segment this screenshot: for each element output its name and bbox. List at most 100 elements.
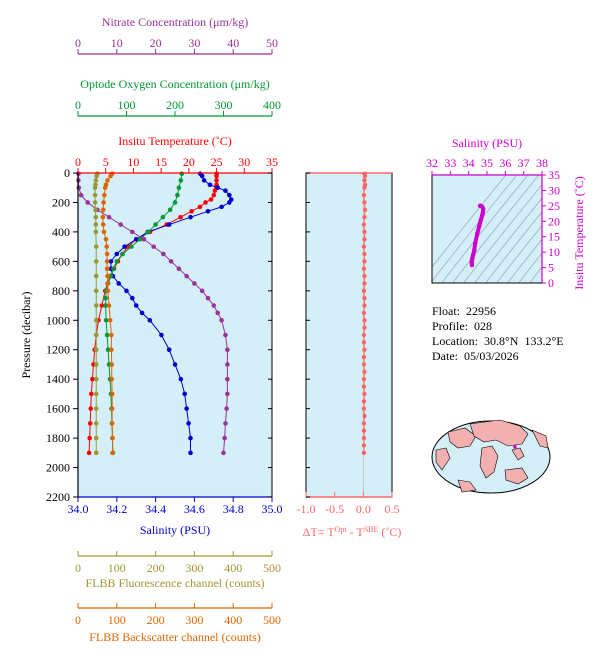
salinity-tick-label: 34.0	[68, 502, 89, 516]
nitrate-axis-title: Nitrate Concentration (μm/kg)	[102, 15, 248, 29]
oxygen-point	[103, 317, 109, 323]
ts-salinity-tick-label: 37	[518, 156, 530, 170]
nitrate-point	[223, 332, 228, 338]
fluorescence-point	[93, 435, 99, 441]
ts-salinity-tick-label: 34	[463, 156, 475, 170]
delta-t-plot-area	[306, 173, 392, 497]
backscatter-point	[101, 200, 106, 205]
salinity-point	[133, 303, 139, 308]
density-contour	[441, 175, 529, 283]
backscatter-point	[110, 435, 115, 441]
ts-temperature-tick-label: 20	[548, 214, 560, 228]
delta-t-point	[362, 259, 367, 264]
temperature-tick-label: 10	[127, 155, 139, 169]
delta-t-point	[361, 443, 367, 448]
temperature-point	[211, 192, 217, 198]
fluorescence-point	[93, 229, 99, 235]
density-contour	[485, 211, 542, 283]
pressure-tick-label: 600	[52, 254, 70, 268]
fluorescence-point	[93, 273, 99, 279]
pressure-tick-label: 200	[52, 195, 70, 209]
salinity-point	[133, 236, 139, 242]
nitrate-tick-label: 30	[188, 36, 200, 50]
fluorescence-point	[93, 376, 99, 382]
delta-t-point	[362, 178, 367, 183]
oxygen-point	[103, 303, 108, 308]
oxygen-tick-label: 100	[118, 98, 136, 112]
fluorescence-tick-label: 500	[263, 561, 281, 575]
backscatter-point	[100, 222, 106, 227]
backscatter-point	[104, 251, 110, 257]
salinity-point	[201, 178, 207, 183]
fluorescence-axis-title: FLBB Fluorescence channel (counts)	[86, 576, 265, 590]
salinity-point	[199, 173, 205, 179]
backscatter-tick-label: 400	[224, 613, 242, 627]
nitrate-point	[211, 303, 217, 308]
float-position-marker	[513, 445, 517, 449]
backscatter-point	[109, 391, 115, 397]
ts-point	[480, 212, 485, 218]
delta-t-point	[361, 421, 367, 426]
map-landmass	[511, 447, 525, 461]
nitrate-point	[205, 295, 211, 301]
temperature-point	[87, 421, 93, 426]
backscatter-tick-label: 300	[185, 613, 203, 627]
backscatter-point	[105, 288, 111, 294]
backscatter-point	[103, 236, 109, 242]
pressure-tick-label: 1800	[46, 431, 70, 445]
pressure-tick-label: 1600	[46, 402, 70, 416]
fluorescence-tick-label: 0	[75, 561, 81, 575]
map-landmass	[479, 445, 499, 479]
fluorescence-point	[93, 332, 99, 338]
temperature-tick-label: 30	[238, 155, 250, 169]
salinity-point	[205, 208, 211, 214]
temperature-point	[197, 204, 203, 210]
fluorescence-point	[93, 244, 99, 249]
salinity-point	[223, 188, 228, 193]
backscatter-point	[100, 207, 106, 213]
temperature-point	[208, 197, 214, 202]
delta-t-point	[361, 340, 367, 345]
temperature-point	[212, 188, 218, 193]
oxygen-point	[105, 347, 111, 353]
delta-t-point	[362, 303, 367, 308]
fluorescence-point	[92, 200, 98, 205]
temperature-tick-label: 5	[103, 155, 109, 169]
nitrate-point	[161, 251, 166, 257]
delta-t-point	[361, 384, 367, 389]
delta-t-point	[362, 369, 367, 375]
nitrate-point	[106, 214, 112, 220]
fluorescence-point	[94, 173, 99, 179]
temperature-tick-label: 0	[75, 155, 81, 169]
oxygen-point	[104, 332, 110, 338]
nitrate-point	[141, 236, 147, 242]
delta-t-point	[361, 362, 367, 367]
backscatter-point	[106, 303, 112, 308]
backscatter-point	[101, 229, 107, 235]
oxygen-point	[111, 266, 116, 272]
backscatter-point	[105, 273, 110, 279]
density-contour	[518, 252, 542, 283]
pressure-axis-title: Pressure (decibar)	[19, 292, 33, 379]
salinity-point	[227, 192, 232, 198]
salinity-point	[147, 317, 153, 323]
delta-t-point	[361, 266, 367, 271]
delta-t-point	[361, 244, 367, 249]
salinity-tick-label: 34.4	[145, 502, 166, 516]
delta-t-tick-label: 0.0	[356, 502, 371, 516]
backscatter-tick-label: 0	[75, 613, 81, 627]
ts-temperature-axis-title: Insitu Temperature (˚C)	[572, 176, 586, 290]
backscatter-tick-label: 500	[263, 613, 281, 627]
salinity-point	[186, 421, 191, 426]
delta-t-point	[361, 288, 367, 294]
ts-point	[477, 223, 482, 229]
pressure-tick-label: 1000	[46, 313, 70, 327]
salinity-tick-label: 34.2	[106, 502, 127, 516]
oxygen-point	[103, 295, 108, 301]
nitrate-point	[78, 192, 84, 198]
temperature-axis-title: Insitu Temperature (˚C)	[118, 134, 232, 148]
delta-t-point	[362, 200, 367, 205]
salinity-point	[139, 310, 145, 316]
pressure-tick-label: 2200	[46, 490, 70, 504]
